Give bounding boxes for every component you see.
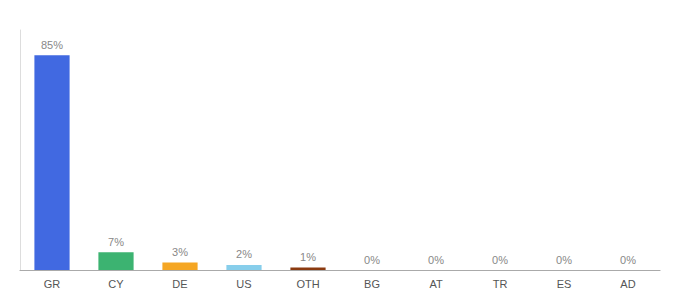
svg-text:AD: AD <box>620 278 635 290</box>
svg-text:DE: DE <box>172 278 187 290</box>
svg-text:7%: 7% <box>108 236 124 248</box>
svg-text:CY: CY <box>108 278 124 290</box>
svg-text:0%: 0% <box>492 254 508 266</box>
svg-text:0%: 0% <box>620 254 636 266</box>
svg-text:3%: 3% <box>172 246 188 258</box>
svg-text:0%: 0% <box>428 254 444 266</box>
svg-text:ES: ES <box>557 278 572 290</box>
svg-text:AT: AT <box>429 278 443 290</box>
svg-text:0%: 0% <box>364 254 380 266</box>
svg-text:0%: 0% <box>556 254 572 266</box>
svg-text:GR: GR <box>44 278 61 290</box>
svg-text:BG: BG <box>364 278 380 290</box>
svg-text:85%: 85% <box>41 39 63 51</box>
svg-text:US: US <box>236 278 251 290</box>
svg-text:2%: 2% <box>236 248 252 260</box>
svg-text:TR: TR <box>493 278 508 290</box>
svg-text:1%: 1% <box>300 251 316 263</box>
svg-text:OTH: OTH <box>296 278 319 290</box>
